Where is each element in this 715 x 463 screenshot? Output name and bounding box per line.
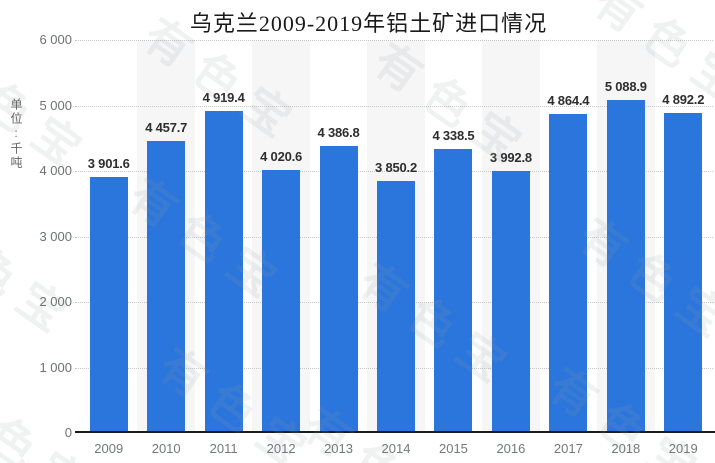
x-tick-label-2015: 2015 [438, 441, 468, 456]
bar-value-label: 4 338.5 [432, 127, 475, 143]
bar-2015[interactable] [434, 148, 473, 433]
x-tick-label-2016: 2016 [496, 441, 526, 456]
chart-title: 乌克兰2009-2019年铝土矿进口情况 [189, 11, 548, 36]
x-tick-label-2009: 2009 [94, 441, 124, 456]
y-axis-unit-label: 单位:千吨 [9, 98, 23, 170]
bar-value-label: 3 901.6 [87, 156, 130, 172]
x-axis-line [75, 431, 715, 433]
bar-2018[interactable] [606, 99, 645, 433]
x-tick-label-2012: 2012 [266, 441, 296, 456]
y-axis-tick-labels: 6 000 5 000 4 000 3 000 2 000 1 000 0 [0, 0, 72, 463]
bar-2009[interactable] [89, 177, 128, 433]
y-tick-label: 1 000 [39, 359, 72, 375]
x-tick-label-2019: 2019 [668, 441, 698, 456]
bar-value-label: 4 919.4 [202, 89, 245, 105]
bar-2013[interactable] [319, 145, 358, 433]
bar-value-label: 4 457.7 [145, 120, 188, 136]
bar-value-label: 4 864.4 [547, 93, 590, 109]
bar-2011[interactable] [204, 110, 243, 433]
y-tick-label: 4 000 [39, 163, 72, 178]
x-tick-label-2013: 2013 [324, 441, 353, 456]
bar-2019[interactable] [664, 112, 703, 433]
x-tick-label-2014: 2014 [381, 441, 411, 456]
gridline [75, 40, 713, 41]
y-tick-label: 0 [64, 425, 72, 440]
gridline [75, 105, 713, 107]
x-tick-label-2017: 2017 [553, 441, 583, 456]
x-tick-label-2018: 2018 [611, 441, 641, 456]
bar-2014[interactable] [377, 180, 415, 433]
y-tick-label: 6 000 [39, 32, 72, 47]
y-tick-label: 2 000 [39, 294, 72, 309]
bar-value-label: 4 386.8 [317, 124, 360, 140]
y-tick-label: 5 000 [39, 97, 72, 113]
bar-2010[interactable] [147, 141, 186, 433]
y-tick-label: 3 000 [39, 228, 72, 244]
plot-area: 3 901.6 4 457.7 4 919.4 4 020.6 4 386.8 3 850… [75, 40, 715, 433]
gridline [75, 171, 713, 172]
bar-2012[interactable] [262, 169, 301, 433]
bar-value-label: 5 088.9 [604, 78, 647, 94]
x-tick-label-2010: 2010 [151, 441, 181, 456]
bar-value-label: 3 850.2 [375, 159, 417, 175]
x-tick-label-2011: 2011 [209, 441, 238, 456]
bar-value-label: 3 992.8 [489, 150, 532, 166]
x-axis-labels: 2009 2010 2011 2012 2013 2014 2015 2016 2017 2018… [80, 440, 712, 460]
bar-2017[interactable] [549, 114, 588, 433]
bar-value-label: 4 020.6 [260, 148, 303, 164]
bar-2016[interactable] [491, 171, 530, 433]
bar-value-label: 4 892.2 [662, 91, 705, 107]
